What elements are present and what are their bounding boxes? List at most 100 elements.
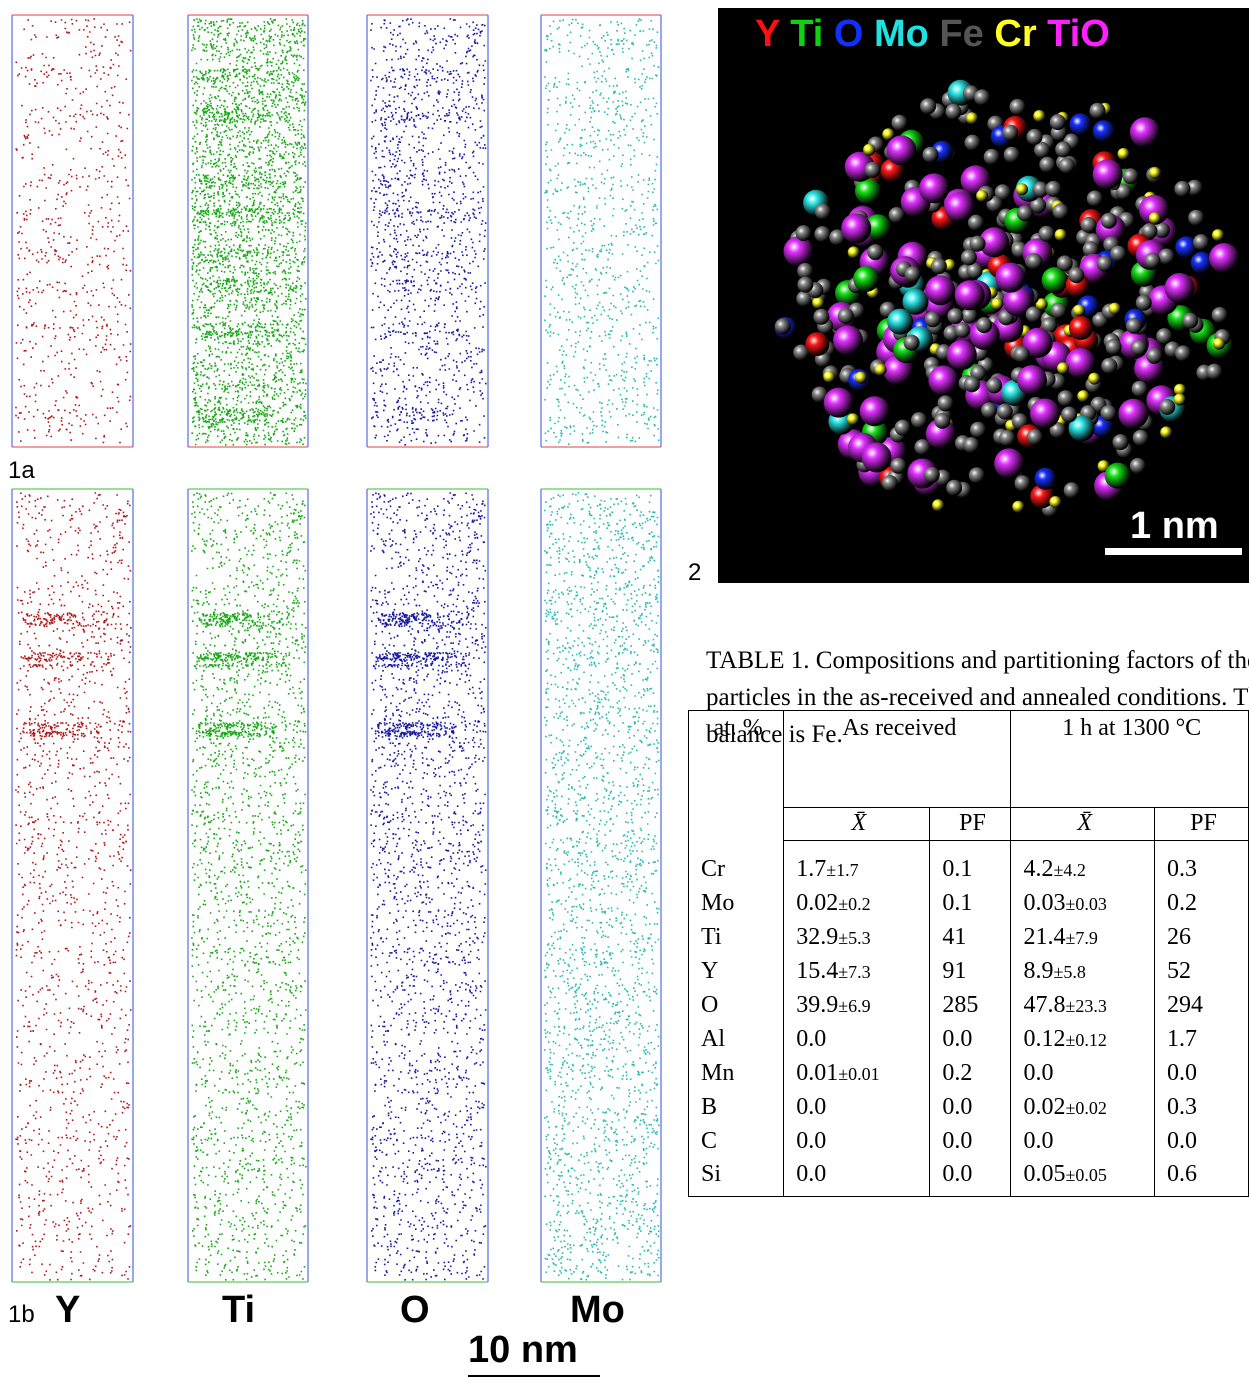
atom <box>919 173 950 204</box>
atom <box>882 128 895 141</box>
atom <box>1055 141 1072 158</box>
atom <box>797 262 814 279</box>
row-label: B <box>687 1091 785 1125</box>
atom <box>1135 294 1152 311</box>
atom <box>847 413 859 426</box>
table-row: Al 0.0 0.0 0.12±0.12 1.7 <box>687 1023 1249 1057</box>
cell-error: ±4.2 <box>1053 860 1086 880</box>
table-cell: 0.0 <box>783 1158 931 1197</box>
atom <box>1173 383 1186 396</box>
legend-item: TiO <box>1047 13 1110 55</box>
atom <box>864 161 881 178</box>
atom <box>793 344 810 361</box>
atom <box>996 403 1013 420</box>
atom <box>966 112 979 125</box>
legend-item: O <box>834 13 864 55</box>
atom <box>1209 243 1240 273</box>
atom <box>867 244 884 261</box>
header-cell: PF <box>1154 807 1249 841</box>
atom <box>1049 496 1062 508</box>
atom <box>903 334 920 351</box>
atom <box>994 448 1025 479</box>
atom <box>1174 180 1191 197</box>
cell-value: 47.8 <box>1023 992 1066 1018</box>
atom-dots <box>15 492 132 1281</box>
atom <box>811 386 828 403</box>
cell-error: ±0.12 <box>1065 1030 1107 1050</box>
atom <box>1080 216 1097 233</box>
atom <box>1030 484 1055 509</box>
atom <box>1038 225 1055 242</box>
table-cell: 8.9±5.8 <box>1010 955 1156 989</box>
header-cell: PF <box>929 807 1012 841</box>
atom <box>1026 128 1043 145</box>
table-row: Y 15.4±7.3 91 8.9±5.8 52 <box>687 955 1249 989</box>
row-label: Mn <box>687 1057 785 1091</box>
element-label: Ti <box>222 1289 255 1331</box>
header-cell: at. % <box>687 710 785 841</box>
table-cell: 0.0 <box>1010 1057 1156 1091</box>
atom <box>937 395 954 412</box>
cell-value: 8.9 <box>1023 958 1054 984</box>
atom <box>874 363 887 376</box>
atom <box>1068 316 1093 340</box>
atom <box>1173 393 1186 406</box>
atom <box>1034 467 1057 490</box>
table-cell: 0.6 <box>1154 1158 1249 1197</box>
table-cell: 0.2 <box>929 1057 1012 1091</box>
atom <box>1012 500 1025 513</box>
cell-value: 0.12 <box>1023 1026 1066 1052</box>
atom <box>914 439 931 456</box>
row-label: C <box>687 1125 785 1158</box>
atom <box>1144 252 1161 269</box>
atom <box>966 262 983 279</box>
cell-error: ±5.3 <box>838 928 871 948</box>
atom <box>823 387 854 418</box>
atom <box>1211 307 1228 323</box>
atom <box>890 457 907 474</box>
atom <box>1054 228 1067 241</box>
cell-error: ±0.03 <box>1065 894 1107 914</box>
atom <box>954 322 971 339</box>
atom <box>795 225 812 242</box>
panel-label: 1a <box>8 457 35 484</box>
atom <box>1056 255 1073 272</box>
atom-dots <box>191 18 307 446</box>
atom <box>894 419 911 436</box>
atom-dots <box>191 492 307 1281</box>
table-cell: 1.7 <box>1154 1023 1249 1057</box>
atom <box>1086 190 1103 207</box>
atom <box>1193 234 1210 251</box>
cell-error: ±23.3 <box>1065 996 1107 1016</box>
atom <box>1061 406 1078 423</box>
table-cell: 0.02±0.2 <box>783 887 931 921</box>
atom <box>1186 179 1203 196</box>
atom <box>1104 462 1131 489</box>
atom <box>783 236 814 267</box>
atom <box>1153 222 1170 239</box>
legend-item: Cr <box>994 13 1036 55</box>
atom <box>928 365 959 396</box>
row-label: Mo <box>687 887 785 921</box>
atom <box>774 318 791 335</box>
table-cell: 0.0 <box>929 1091 1012 1125</box>
atom <box>853 265 880 292</box>
atom <box>1068 415 1095 442</box>
table-row: B 0.0 0.0 0.02±0.02 0.3 <box>687 1091 1249 1125</box>
atom <box>930 258 947 275</box>
atom <box>1052 203 1069 220</box>
table-cell: 0.0 <box>929 1023 1012 1057</box>
legend: Y Ti O Mo Fe Cr TiO <box>755 13 1110 55</box>
legend-item: Mo <box>874 13 929 55</box>
atom <box>1057 390 1074 407</box>
atom <box>1139 194 1169 225</box>
table-cell: 0.3 <box>1154 1091 1249 1125</box>
atom <box>1025 306 1042 323</box>
table-cell: 47.8±23.3 <box>1010 989 1156 1023</box>
table: at. % As received 1 h at 1300 °C X̄ PF X… <box>687 710 1249 1197</box>
atom <box>995 262 1026 293</box>
atom <box>1009 98 1026 115</box>
atom <box>1141 223 1158 240</box>
atom <box>944 192 975 223</box>
